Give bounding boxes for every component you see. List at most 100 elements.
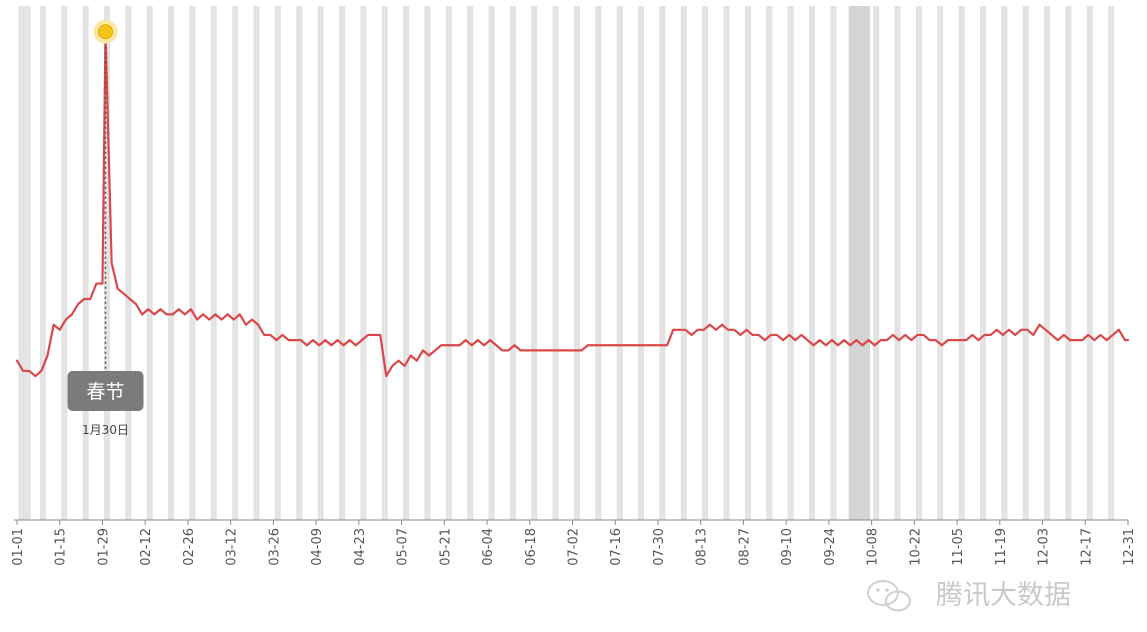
weekend-band — [42, 6, 46, 520]
x-tick-label: 02-26 — [182, 528, 197, 566]
weekend-band — [296, 6, 300, 520]
weekend-band — [360, 6, 364, 520]
weekend-band — [384, 6, 388, 520]
x-tick-label: 11-19 — [994, 528, 1009, 566]
weekend-band — [534, 6, 538, 520]
weekend-band — [445, 6, 449, 520]
x-tick-label: 09-10 — [780, 528, 795, 566]
weekend-band — [61, 6, 65, 520]
x-tick-label: 03-12 — [225, 528, 240, 566]
annotation-label: 春节 — [87, 381, 125, 403]
x-tick-label: 01-29 — [96, 528, 111, 566]
weekend-band — [146, 6, 150, 520]
x-tick-label: 12-31 — [1122, 528, 1137, 566]
x-tick-label: 06-18 — [524, 528, 539, 566]
weekend-band — [470, 6, 474, 520]
weekend-band — [277, 6, 281, 520]
weekend-band — [723, 6, 727, 520]
weekend-band — [1089, 6, 1093, 520]
x-tick-label: 06-04 — [481, 528, 496, 566]
weekend-band — [915, 6, 919, 520]
weekend-band — [64, 6, 68, 520]
x-tick-label: 07-30 — [652, 528, 667, 566]
x-tick-label: 08-27 — [737, 528, 752, 566]
weekend-band — [574, 6, 577, 520]
weekend-band — [702, 6, 706, 520]
weekend-band — [979, 6, 983, 520]
x-tick-label: 05-21 — [438, 528, 453, 566]
weekend-band — [598, 6, 602, 520]
holiday-band — [848, 6, 871, 520]
weekend-band — [235, 6, 239, 520]
weekend-band — [961, 6, 965, 520]
weekend-band — [1022, 6, 1026, 520]
wechat-icon — [867, 580, 911, 612]
weekend-band — [467, 6, 471, 520]
weekend-band — [577, 6, 580, 520]
x-tick-label: 05-07 — [396, 528, 411, 566]
weekend-band — [940, 6, 944, 520]
weekend-band — [683, 6, 687, 520]
weekend-band — [1044, 6, 1047, 520]
weekend-band — [790, 6, 794, 520]
weekend-bands — [18, 6, 1115, 520]
spring-festival-annotation: 春节 1月30日 — [67, 19, 144, 437]
weekend-band — [638, 6, 642, 520]
weekend-band — [256, 6, 260, 520]
weekend-band — [1108, 6, 1112, 520]
weekend-band — [766, 6, 770, 520]
weekend-band — [125, 6, 129, 520]
x-tick-label: 02-12 — [139, 528, 154, 566]
weekend-band — [39, 6, 43, 520]
weekend-band — [317, 6, 321, 520]
weekend-band — [189, 6, 193, 520]
weekend-band — [363, 6, 367, 520]
weekend-band — [320, 6, 324, 520]
weekend-band — [27, 6, 31, 520]
weekend-band — [894, 6, 898, 520]
x-tick-label: 04-09 — [310, 528, 325, 566]
weekend-band — [769, 6, 773, 520]
x-tick-label: 10-08 — [866, 528, 881, 566]
x-tick-label: 10-22 — [908, 528, 923, 566]
x-axis-ticks: 01-01 01-15 01-29 02-12 02-26 03-12 03-26 04-09… — [11, 520, 1137, 566]
weekend-band — [488, 6, 492, 520]
weekend-band — [1065, 6, 1069, 520]
weekend-band — [809, 6, 812, 520]
weekend-band — [958, 6, 962, 520]
weekend-band — [509, 6, 513, 520]
weekend-band — [1004, 6, 1008, 520]
weekend-band — [18, 6, 22, 520]
weekend-band — [21, 6, 25, 520]
x-tick-label: 07-16 — [609, 528, 624, 566]
weekend-band — [24, 6, 28, 520]
x-tick-label: 04-23 — [353, 528, 368, 566]
weekend-band — [876, 6, 880, 520]
weekend-band — [299, 6, 303, 520]
weekend-band — [937, 6, 941, 520]
series-layer — [15, 30, 1130, 378]
x-tick-label: 08-13 — [695, 528, 710, 566]
weekend-band — [171, 6, 175, 520]
x-tick-label: 12-03 — [1037, 528, 1052, 566]
weekend-band — [616, 6, 620, 520]
x-tick-label: 03-26 — [267, 528, 282, 566]
weekend-band — [833, 6, 837, 520]
watermark: 腾讯大数据 — [867, 580, 1071, 612]
weekend-band — [619, 6, 623, 520]
weekend-band — [406, 6, 410, 520]
weekend-band — [787, 6, 791, 520]
x-tick-label: 11-05 — [951, 528, 966, 566]
weekend-band — [381, 6, 385, 520]
weekend-band — [448, 6, 452, 520]
x-tick-label: 12-17 — [1079, 528, 1094, 566]
weekend-band — [918, 6, 922, 520]
weekend-band — [983, 6, 986, 520]
weekend-band — [1111, 6, 1115, 520]
weekend-band — [82, 6, 86, 520]
weekend-band — [680, 6, 684, 520]
weekend-band — [342, 6, 345, 520]
weekend-band — [744, 6, 748, 520]
weekend-band — [213, 6, 217, 520]
